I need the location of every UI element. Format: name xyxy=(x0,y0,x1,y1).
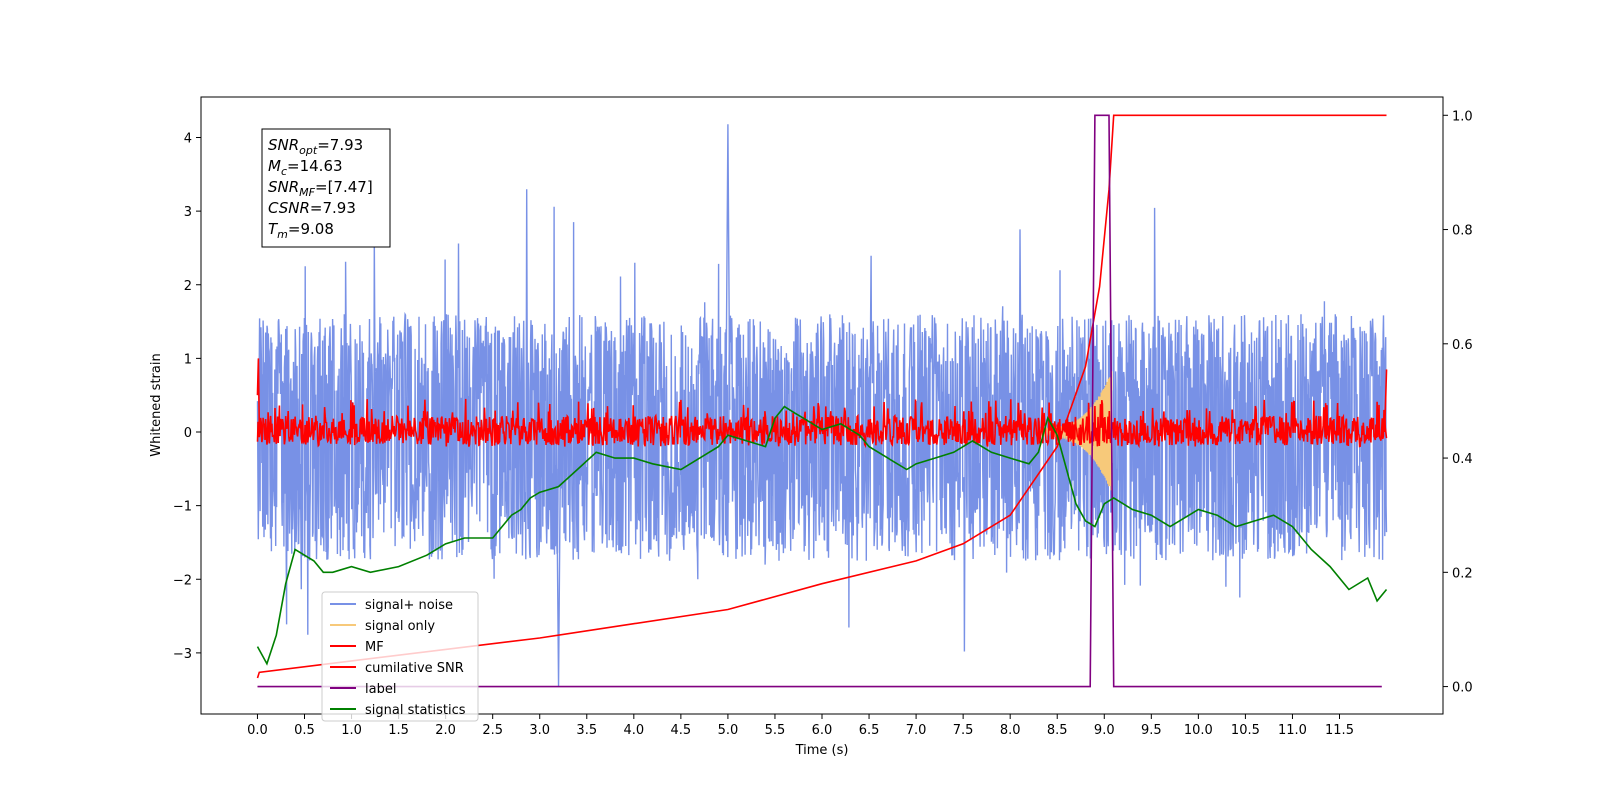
y-tick-label: −1 xyxy=(173,500,192,515)
y2-tick-label: 0.4 xyxy=(1452,452,1473,467)
x-tick-label: 2.0 xyxy=(435,723,456,738)
y-tick-label: 1 xyxy=(184,352,192,367)
x-tick-label: 4.0 xyxy=(623,723,644,738)
legend-label: signal statistics xyxy=(365,703,466,718)
label-line xyxy=(257,114,1382,688)
info-box: SNRopt=7.93Mc=14.63SNRMF=[7.47]CSNR=7.93… xyxy=(261,128,391,248)
signal-statistics-line xyxy=(256,405,1388,666)
x-axis-label: Time (s) xyxy=(795,743,849,758)
y-tick-label: 0 xyxy=(184,426,192,441)
y-axis-label: Whitened strain xyxy=(149,353,164,456)
y2-tick-label: 0.0 xyxy=(1452,681,1473,696)
info-box-frame xyxy=(261,128,391,248)
x-tick-label: 8.0 xyxy=(1000,723,1021,738)
x-tick-label: 4.5 xyxy=(671,723,692,738)
legend-label: MF xyxy=(365,640,384,655)
x-tick-label: 8.5 xyxy=(1047,723,1068,738)
x-tick-label: 3.0 xyxy=(529,723,550,738)
mf-end-spike xyxy=(1383,369,1388,433)
y-tick-label: 3 xyxy=(184,205,192,220)
legend-label: label xyxy=(365,682,396,697)
x-tick-label: 5.5 xyxy=(765,723,786,738)
x-tick-label: 5.0 xyxy=(718,723,739,738)
x-tick-label: 7.5 xyxy=(953,723,974,738)
x-tick-label: 9.0 xyxy=(1094,723,1115,738)
info-line: SNRopt=7.93 xyxy=(268,136,363,157)
x-tick-label: 1.0 xyxy=(341,723,362,738)
y2-tick-label: 0.6 xyxy=(1452,338,1473,353)
y-tick-label: 2 xyxy=(184,279,192,294)
legend-frame xyxy=(321,591,479,722)
x-tick-label: 9.5 xyxy=(1141,723,1162,738)
x-tick-label: 11.0 xyxy=(1278,723,1307,738)
mf-line xyxy=(256,398,1388,449)
y-tick-label: −2 xyxy=(173,573,192,588)
info-line: CSNR=7.93 xyxy=(268,199,356,217)
x-tick-label: 10.5 xyxy=(1231,723,1260,738)
x-tick-label: 0.0 xyxy=(247,723,268,738)
x-tick-label: 2.5 xyxy=(482,723,503,738)
legend: signal+ noise signal only MF cumilative SNR… xyxy=(321,591,479,722)
y2-tick-label: 0.2 xyxy=(1452,566,1473,581)
x-tick-label: 6.5 xyxy=(859,723,880,738)
x-tick-label: 10.0 xyxy=(1184,723,1213,738)
info-line: SNRMF=[7.47] xyxy=(268,178,373,199)
y-tick-label: −3 xyxy=(173,647,192,662)
signal-noise-line xyxy=(256,189,1388,652)
x-tick-label: 6.0 xyxy=(812,723,833,738)
y2-tick-label: 0.8 xyxy=(1452,224,1473,239)
mf-start-spike xyxy=(256,358,261,433)
signal-noise-peak xyxy=(725,124,731,410)
legend-label: signal only xyxy=(365,619,435,634)
legend-label: cumilative SNR xyxy=(365,661,464,676)
axes: 0.0 0.5 1.0 1.5 2.0 2.5 3.0 3.5 4.0 4.5 5.0 5.5 6.0 6… xyxy=(173,109,1473,738)
info-line: Mc=14.63 xyxy=(268,157,343,178)
info-line: Tm=9.08 xyxy=(268,220,334,241)
legend-label: signal+ noise xyxy=(365,598,453,613)
y2-tick-label: 1.0 xyxy=(1452,109,1473,124)
x-tick-label: 1.5 xyxy=(388,723,409,738)
x-tick-label: 3.5 xyxy=(576,723,597,738)
x-tick-label: 7.0 xyxy=(906,723,927,738)
y-tick-label: 4 xyxy=(184,131,192,146)
x-tick-label: 0.5 xyxy=(294,723,315,738)
x-tick-label: 11.5 xyxy=(1325,723,1354,738)
